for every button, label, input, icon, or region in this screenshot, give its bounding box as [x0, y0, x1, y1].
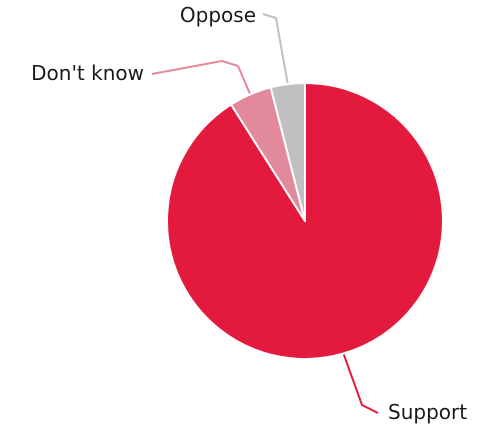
- pie-slice-support: [166, 82, 444, 360]
- slice-label-support: Support: [388, 400, 467, 424]
- pie-slice-oppose: [269, 82, 306, 222]
- pie-slices: [166, 82, 444, 360]
- leader-line-support: [342, 354, 379, 414]
- slice-label-don-t-know: Don't know: [31, 61, 144, 85]
- pie-leader-lines: [151, 13, 379, 414]
- leader-line-don-t-know: [151, 60, 251, 94]
- leader-line-oppose: [262, 13, 289, 84]
- slice-label-oppose: Oppose: [180, 3, 256, 27]
- pie-labels: Support Don't know Oppose: [31, 3, 467, 424]
